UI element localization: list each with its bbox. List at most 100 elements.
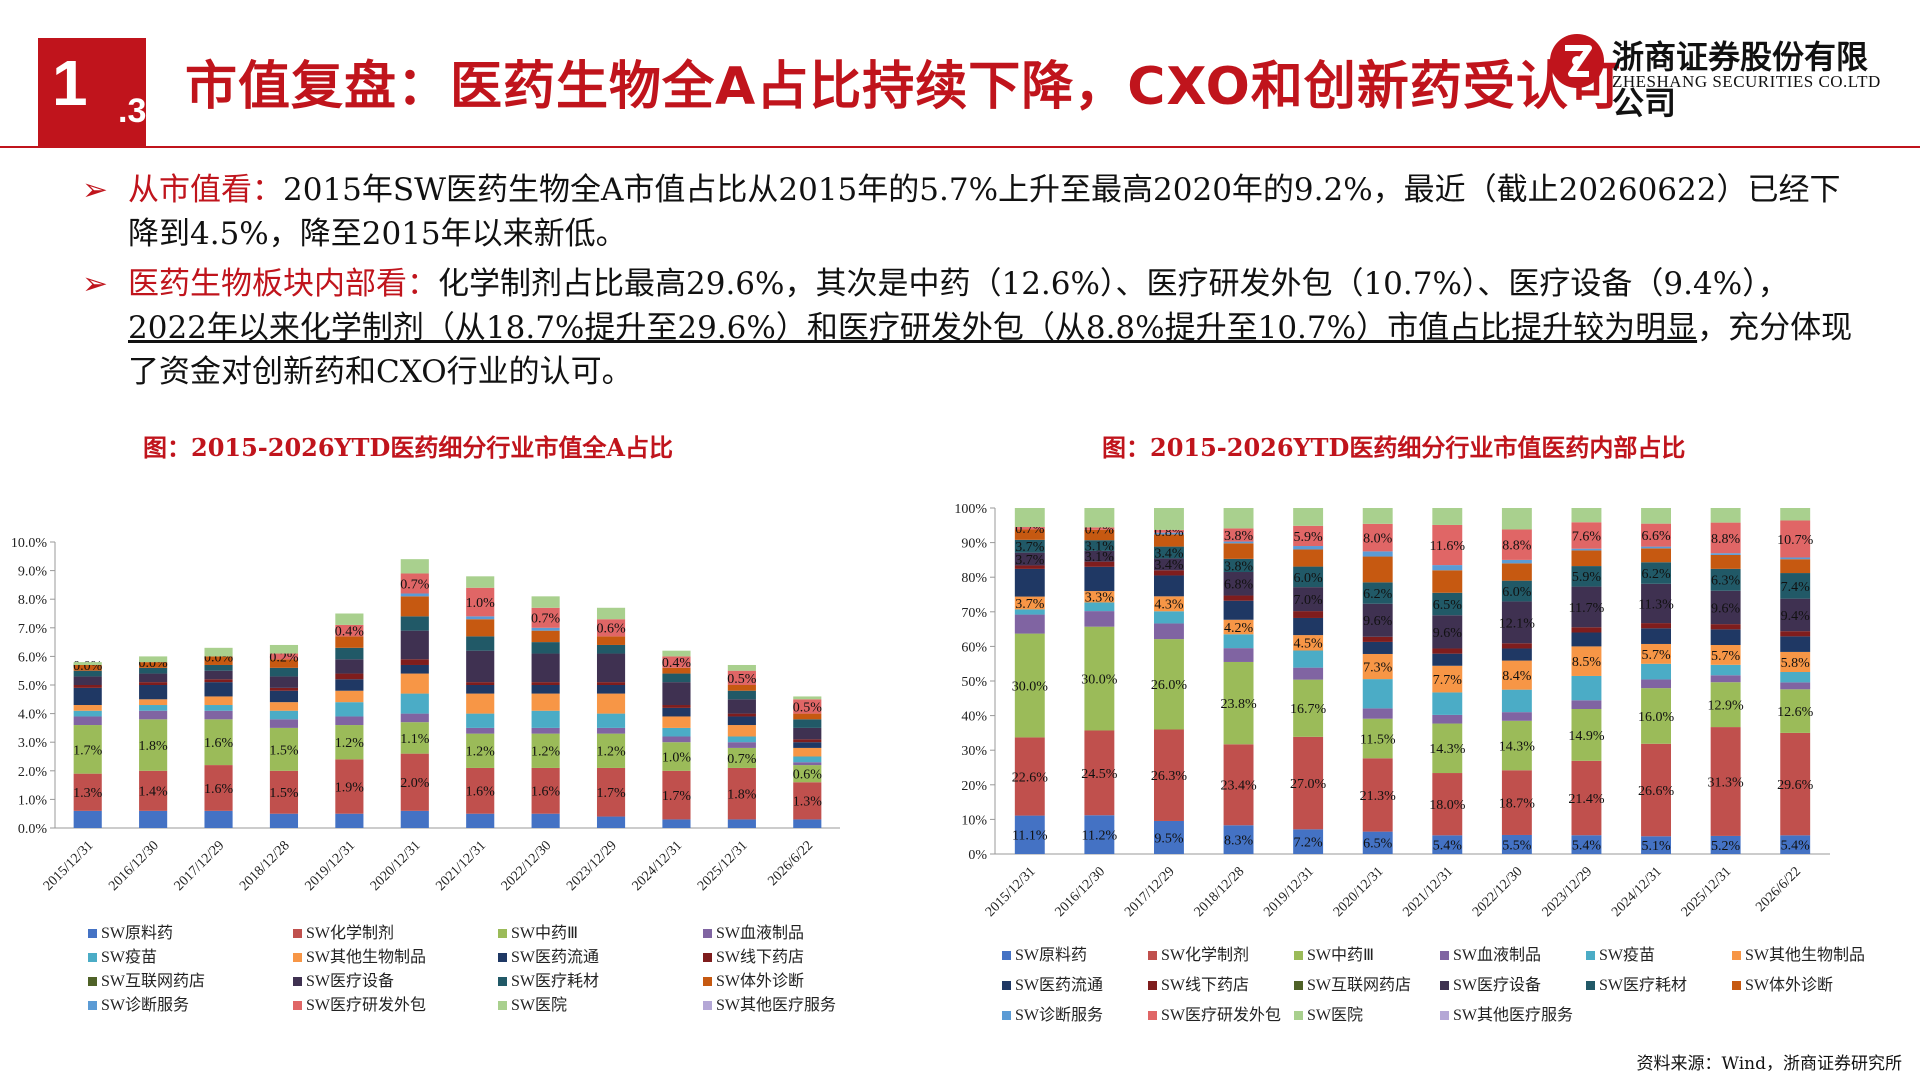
bullet-underlined-text: 2022年以来化学制剂（从18.7%提升至29.6%）和医疗研发外包（从8.8%… [128, 310, 1698, 346]
legend-label: SW血液制品 [1453, 946, 1541, 964]
bar-segment [1223, 600, 1254, 620]
legend-label: SW其他生物制品 [306, 948, 426, 966]
bar-segment [1293, 549, 1324, 567]
bar-segment [269, 813, 299, 828]
x-tick-label: 2023/12/29 [1540, 864, 1596, 920]
data-label: 26.0% [1151, 678, 1188, 693]
bar-segment [727, 685, 756, 691]
bar-segment [793, 782, 822, 820]
data-label: 1.6% [204, 782, 234, 797]
bar-segment [1293, 667, 1324, 680]
legend-label: SW化学制剂 [1161, 946, 1249, 964]
legend-label: SW其他医疗服务 [1453, 1006, 1573, 1024]
data-label: 0.2% [269, 650, 299, 665]
bar-segment [1501, 689, 1532, 713]
legend-swatch [703, 929, 712, 938]
legend-label: SW医疗设备 [306, 972, 394, 990]
chart-right-title: 图：2015-2026YTD医药细分行业市值医药内部占比 [1102, 433, 1686, 462]
data-label: 3.1% [1085, 550, 1115, 565]
bar-segment [1432, 653, 1463, 666]
data-label: 7.7% [1433, 673, 1463, 688]
bar-segment [793, 747, 822, 757]
bar-segment [1710, 727, 1741, 836]
bar-segment [335, 716, 364, 726]
bar-segment [1710, 675, 1741, 683]
y-tick-label: 10% [961, 813, 987, 828]
bar-segment [727, 670, 756, 685]
bar-segment [1501, 601, 1532, 644]
chart-left-title: 图：2015-2026YTD医药细分行业市值全A占比 [143, 433, 673, 462]
bar-segment [400, 713, 429, 723]
data-label: 11.6% [1429, 539, 1465, 554]
legend-label: SW医药流通 [511, 948, 599, 966]
legend-label: SW原料药 [1015, 946, 1087, 964]
data-label: 5.9% [1294, 530, 1324, 545]
data-label: 6.3% [1711, 574, 1741, 589]
bar-segment [531, 682, 560, 685]
bar-segment [269, 687, 299, 691]
bar-segment [1084, 626, 1115, 731]
bar-segment [1501, 834, 1532, 854]
bar-segment [139, 656, 168, 663]
bar-segment [1362, 508, 1393, 524]
bar-segment [1362, 708, 1393, 719]
bar-segment [1780, 672, 1811, 683]
bar-segment [793, 742, 822, 748]
data-label: 1.2% [466, 745, 496, 760]
bar-segment [400, 573, 429, 594]
bar-segment [335, 624, 364, 637]
legend-swatch [293, 929, 302, 938]
bar-segment [1362, 636, 1393, 642]
bar-segment [400, 753, 429, 811]
data-label: 9.4% [1781, 609, 1811, 624]
bar-segment [1084, 815, 1115, 854]
bullet-text: 化学制剂占比最高29.6%，其次是中药（12.6%）、医疗研发外包（10.7%）… [438, 266, 1789, 302]
bar-segment [1014, 596, 1045, 610]
bar-segment [662, 716, 691, 728]
data-label: 5.7% [1711, 649, 1741, 664]
bar-segment [1571, 627, 1602, 633]
data-label: 6.0% [1294, 571, 1324, 586]
bar-segment [269, 659, 299, 668]
bar-segment [1641, 743, 1672, 837]
bullet-arrow-icon: ➢ [82, 172, 108, 208]
bar-segment [596, 619, 626, 637]
bar-segment [73, 676, 102, 685]
bar-segment [1571, 566, 1602, 587]
bar-segment [1501, 508, 1532, 530]
bar-segment [1641, 523, 1672, 547]
bar-segment [1571, 508, 1602, 523]
y-tick-label: 10.0% [11, 536, 48, 551]
bar-segment [1710, 554, 1741, 569]
bar-segment [400, 596, 429, 617]
header-divider [0, 146, 1920, 148]
data-label: 9.6% [1363, 614, 1393, 629]
bar-segment [400, 722, 429, 754]
bar-segment [1362, 831, 1393, 854]
legend-label: SW体外诊断 [716, 972, 804, 990]
bar-segment [204, 705, 233, 711]
bar-segment [1710, 568, 1741, 591]
bar-segment [793, 699, 822, 714]
bar-segment [727, 742, 756, 748]
bar-segment [269, 667, 299, 677]
data-label: 8.8% [1711, 532, 1741, 547]
bar-segment [1084, 540, 1115, 551]
bar-segment [1014, 737, 1045, 816]
bar-segment [1432, 648, 1463, 654]
bar-segment [1501, 563, 1532, 581]
y-tick-label: 6.0% [18, 650, 48, 665]
legend-swatch [1732, 951, 1741, 960]
bar-segment [727, 716, 756, 726]
bar-segment [1780, 682, 1811, 690]
bar-segment [1432, 524, 1463, 566]
y-tick-label: 80% [961, 571, 987, 586]
bar-segment [204, 679, 233, 683]
data-label: 3.7% [1015, 553, 1044, 568]
bar-segment [1153, 623, 1184, 640]
x-tick-label: 2026/6/22 [765, 838, 816, 889]
x-tick-label: 2017/12/29 [1122, 864, 1178, 920]
data-label: 6.2% [1363, 587, 1393, 602]
bar-segment [1014, 529, 1045, 540]
bar-segment [1432, 592, 1463, 616]
